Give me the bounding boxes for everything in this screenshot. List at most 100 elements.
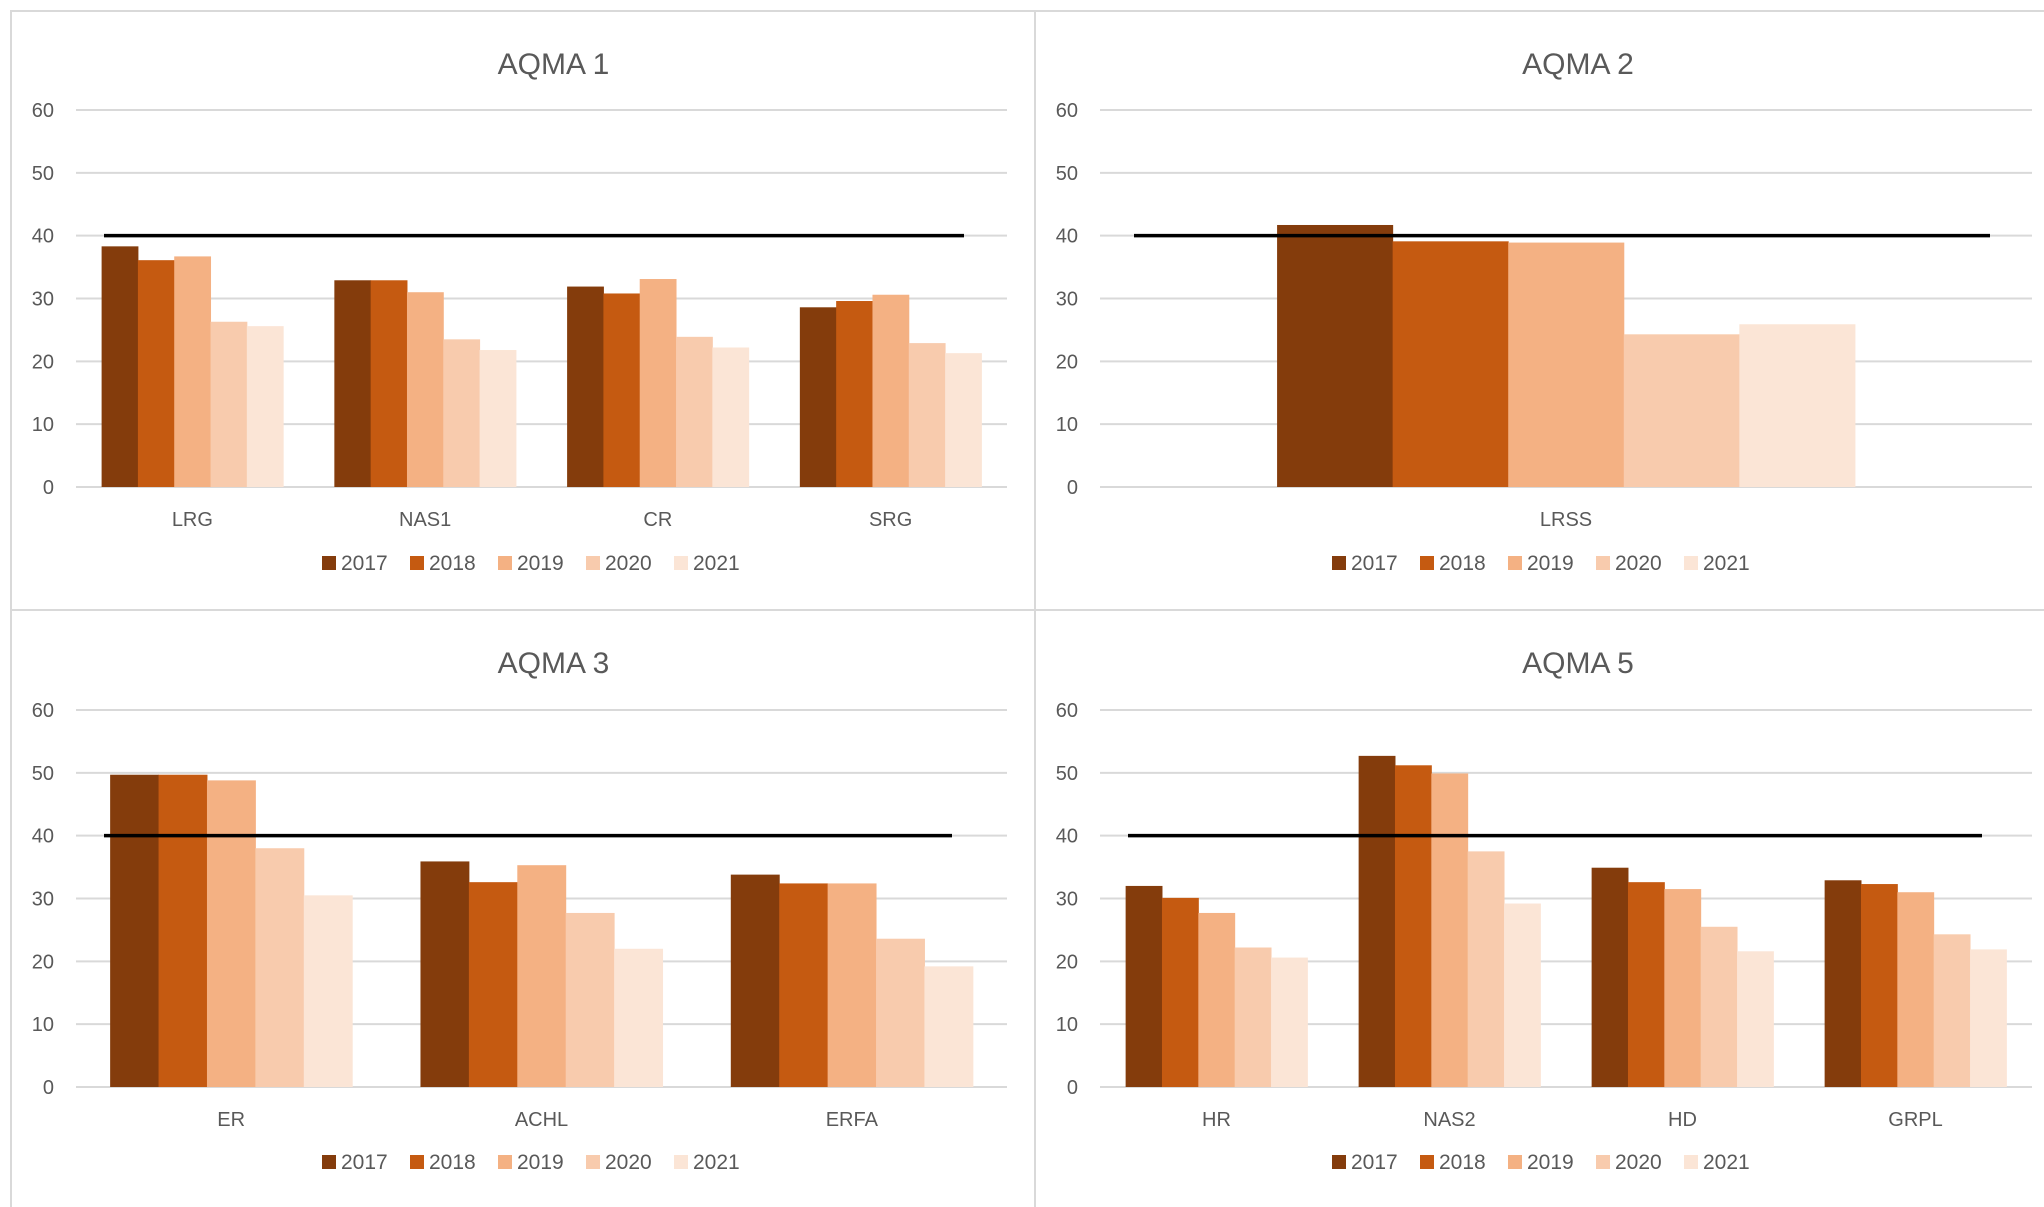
bar-grpl-2017	[1824, 880, 1862, 1087]
legend-swatch	[498, 556, 512, 570]
bar-erfa-2021	[924, 966, 974, 1087]
legend-label: 2020	[605, 1151, 652, 1174]
bar-erfa-2019	[827, 883, 877, 1087]
bar-grpl-2019	[1897, 892, 1935, 1087]
vertical-divider	[1034, 10, 1036, 1207]
legend-label: 2020	[1615, 1151, 1662, 1174]
bar-nas1-2019	[406, 292, 444, 487]
bar-achl-2017	[420, 861, 470, 1087]
chart-svg: AQMA 3 0 10 20 30 40 50 60 ER ACHL ERFA 2017 2018 201…	[32, 647, 1007, 1174]
bar-achl-2020	[565, 912, 615, 1087]
y-tick-label: 0	[1067, 1077, 1078, 1099]
legend-swatch	[322, 556, 336, 570]
legend-swatch	[674, 1155, 688, 1169]
bar-srg-2019	[872, 294, 910, 487]
category-label: SRG	[869, 509, 912, 531]
y-tick-label: 30	[1056, 289, 1078, 311]
chart-aqma-5: AQMA 5 0 10 20 30 40 50 60 HR NAS2 HD GRPL 2017 2018 2…	[1036, 611, 2044, 1207]
bar-nas1-2018	[370, 280, 408, 487]
bar-hd-2021	[1737, 951, 1774, 1087]
legend-label: 2021	[693, 1151, 740, 1174]
legend-swatch	[1332, 556, 1346, 570]
category-label: ERFA	[826, 1109, 879, 1131]
bar-lrss-2018	[1392, 241, 1509, 487]
legend-swatch	[1596, 556, 1610, 570]
chart-svg: AQMA 1 0 10 20 30 40 50 60 LRG NAS1 CR SRG 2017 2018 2…	[32, 48, 1007, 575]
y-tick-label: 40	[32, 226, 54, 248]
chart-title: AQMA 1	[498, 48, 610, 81]
legend-swatch	[586, 556, 600, 570]
legend-label: 2019	[1527, 552, 1574, 575]
chart-svg: AQMA 5 0 10 20 30 40 50 60 HR NAS2 HD GRPL 2017 2018 2…	[1056, 647, 2032, 1174]
y-tick-label: 30	[32, 889, 54, 911]
y-tick-label: 60	[1056, 100, 1078, 122]
legend-swatch	[1684, 556, 1698, 570]
legend-swatch	[322, 1155, 336, 1169]
category-label: LRSS	[1540, 509, 1592, 531]
y-tick-label: 30	[32, 289, 54, 311]
bar-er-2019	[206, 780, 256, 1087]
legend-swatch	[1684, 1155, 1698, 1169]
bar-lrss-2020	[1623, 334, 1740, 487]
legend-label: 2018	[429, 1151, 476, 1174]
legend-label: 2020	[1615, 552, 1662, 575]
chart-aqma-1: AQMA 1 0 10 20 30 40 50 60 LRG NAS1 CR SRG 2017 2018 2…	[12, 12, 1034, 609]
y-tick-label: 60	[32, 100, 54, 122]
y-tick-label: 60	[32, 700, 54, 722]
category-label: HD	[1668, 1109, 1697, 1131]
bar-achl-2018	[468, 882, 518, 1087]
bar-cr-2020	[676, 336, 713, 487]
bar-grpl-2020	[1933, 934, 1971, 1087]
y-tick-label: 20	[1056, 351, 1078, 373]
bar-lrg-2018	[137, 260, 175, 487]
legend-swatch	[1420, 1155, 1434, 1169]
legend-label: 2021	[1703, 1151, 1750, 1174]
legend-swatch	[498, 1155, 512, 1169]
bar-er-2018	[158, 774, 208, 1087]
bar-lrss-2019	[1508, 242, 1625, 487]
legend-swatch	[410, 556, 424, 570]
bar-hd-2020	[1700, 926, 1738, 1087]
y-tick-label: 0	[43, 477, 54, 499]
bar-nas2-2019	[1431, 773, 1469, 1087]
bar-lrg-2020	[210, 321, 248, 487]
bar-grpl-2018	[1860, 884, 1898, 1087]
y-tick-label: 20	[1056, 951, 1078, 973]
bar-nas1-2020	[443, 339, 481, 487]
y-tick-label: 10	[32, 414, 54, 436]
legend-label: 2017	[1351, 552, 1398, 575]
legend-swatch	[1508, 1155, 1522, 1169]
bar-er-2020	[255, 848, 305, 1087]
y-tick-label: 20	[32, 351, 54, 373]
chart-aqma-2: AQMA 2 0 10 20 30 40 50 60 LRSS 2017 2018 2019 2020 2…	[1036, 12, 2044, 609]
bar-lrss-2017	[1277, 224, 1394, 488]
y-tick-label: 60	[1056, 700, 1078, 722]
y-tick-label: 50	[1056, 763, 1078, 785]
y-tick-label: 40	[1056, 226, 1078, 248]
bar-lrg-2021	[246, 326, 284, 487]
chart-title: AQMA 2	[1522, 48, 1634, 81]
category-label: GRPL	[1888, 1109, 1942, 1131]
bar-nas2-2018	[1394, 765, 1432, 1087]
legend-swatch	[1332, 1155, 1346, 1169]
chart-title: AQMA 5	[1522, 647, 1634, 680]
bar-achl-2019	[517, 865, 567, 1087]
category-label: LRG	[172, 509, 213, 531]
category-label: ACHL	[515, 1109, 568, 1131]
bar-hr-2017	[1125, 885, 1163, 1087]
bar-srg-2021	[945, 353, 982, 487]
chart-aqma-3: AQMA 3 0 10 20 30 40 50 60 ER ACHL ERFA 2017 2018 201…	[12, 611, 1034, 1207]
legend-label: 2020	[605, 552, 652, 575]
bar-cr-2019	[639, 279, 677, 487]
category-label: ER	[217, 1109, 245, 1131]
y-tick-label: 30	[1056, 889, 1078, 911]
bar-nas2-2017	[1358, 755, 1396, 1087]
category-label: HR	[1202, 1109, 1231, 1131]
legend-label: 2019	[1527, 1151, 1574, 1174]
legend-label: 2018	[1439, 552, 1486, 575]
bar-erfa-2017	[730, 874, 780, 1087]
legend-swatch	[410, 1155, 424, 1169]
legend-label: 2019	[517, 1151, 564, 1174]
bar-cr-2017	[567, 286, 604, 487]
legend-swatch	[1508, 556, 1522, 570]
